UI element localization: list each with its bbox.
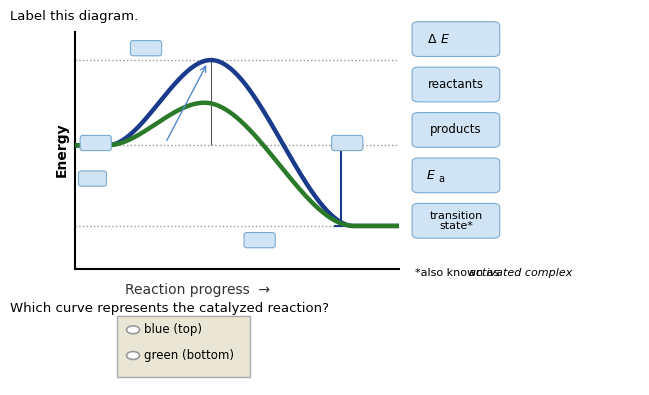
Text: Reaction progress  →: Reaction progress → [125, 283, 271, 297]
Text: reactants: reactants [428, 78, 484, 91]
Text: E: E [441, 33, 448, 45]
Text: activated complex: activated complex [469, 268, 572, 278]
Text: Label this diagram.: Label this diagram. [10, 10, 138, 23]
Text: E: E [426, 169, 434, 182]
Y-axis label: Energy: Energy [55, 123, 69, 177]
Text: Δ: Δ [428, 33, 437, 45]
Text: blue (top): blue (top) [144, 324, 202, 336]
Text: Which curve represents the catalyzed reaction?: Which curve represents the catalyzed rea… [10, 302, 329, 315]
Text: green (bottom): green (bottom) [144, 349, 234, 362]
Text: transition: transition [429, 211, 483, 221]
Text: state*: state* [439, 220, 473, 231]
Text: products: products [430, 124, 482, 136]
Text: a: a [438, 174, 444, 184]
Text: *also known as: *also known as [415, 268, 503, 278]
